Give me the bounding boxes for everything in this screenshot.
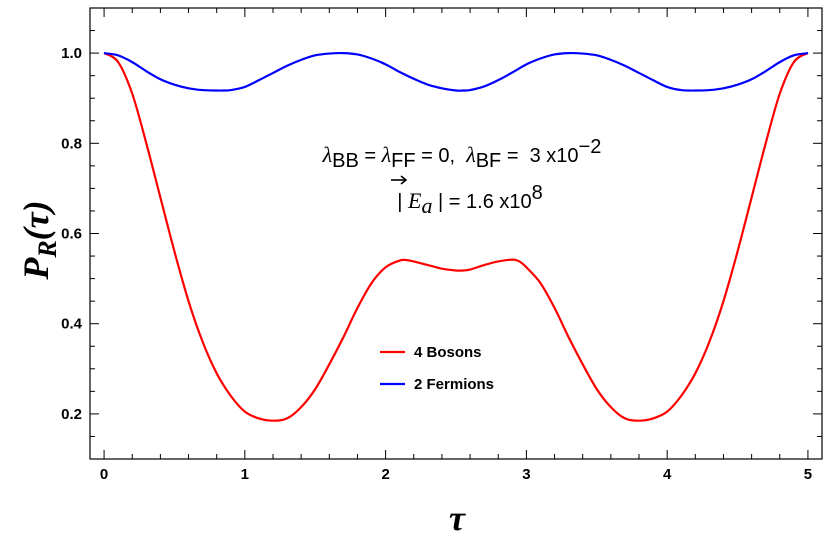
annotation-lambda-3: λ [465,142,476,167]
x-tick-label: 2 [381,466,389,483]
x-tick-label: 1 [241,466,249,483]
annotation-exp-1: −2 [579,136,602,158]
x-tick-label: 5 [804,466,812,483]
annotation-eq-3: = 3 x10 [501,145,578,167]
y-tick-label: 0.6 [61,226,82,243]
annotation-e: E [407,188,422,213]
vector-arrow-icon [391,175,408,185]
y-axis-title: PR(τ) [16,200,62,280]
y-axis-title-sub: R [33,240,62,258]
legend-label-fermions: 2 Fermions [414,376,494,393]
annotation-line-2: | Ea | = 1.6 x108 [397,182,543,218]
x-tick-label: 0 [100,466,108,483]
annotation-sub-bb: BB [332,150,359,172]
series-line-fermions [103,51,809,92]
annotation-bar-close: | = 1.6 x10 [432,191,531,213]
annotation-lambda-1: λ [322,142,333,167]
series-line-bosons [103,52,809,422]
x-tick-label: 4 [663,466,672,483]
annotation-eq-2: = 0, [416,145,467,167]
y-axis-title-arg: (τ) [16,200,56,240]
y-tick-label: 0.2 [61,406,82,423]
ticks [90,7,822,459]
annotation-lambda-2: λ [381,142,392,167]
y-tick-label: 1.0 [61,45,82,62]
legend-label-bosons: 4 Bosons [414,344,482,361]
x-axis-title: τ [449,498,466,538]
annotation-eq-1: = [359,145,382,167]
series-layer [103,51,809,422]
legend: 4 Bosons 2 Fermions [380,344,494,393]
y-axis-title-base: P [16,257,56,281]
annotation-line-1: λBB = λFF = 0, λBF = 3 x10−2 [322,136,602,172]
annotation-sub-ff: FF [391,150,415,172]
x-tick-label: 3 [522,466,530,483]
annotation-bar-open: | [397,191,408,213]
y-tick-label: 0.8 [61,135,82,152]
annotation-sub-a: a [421,193,432,218]
annotation-sub-bf: BF [476,150,502,172]
annotation-exp-2: 8 [532,182,543,204]
tick-labels: 0 1 2 3 4 5 0.2 0.4 0.6 0.8 1.0 [61,45,812,483]
y-tick-label: 0.4 [61,316,83,333]
